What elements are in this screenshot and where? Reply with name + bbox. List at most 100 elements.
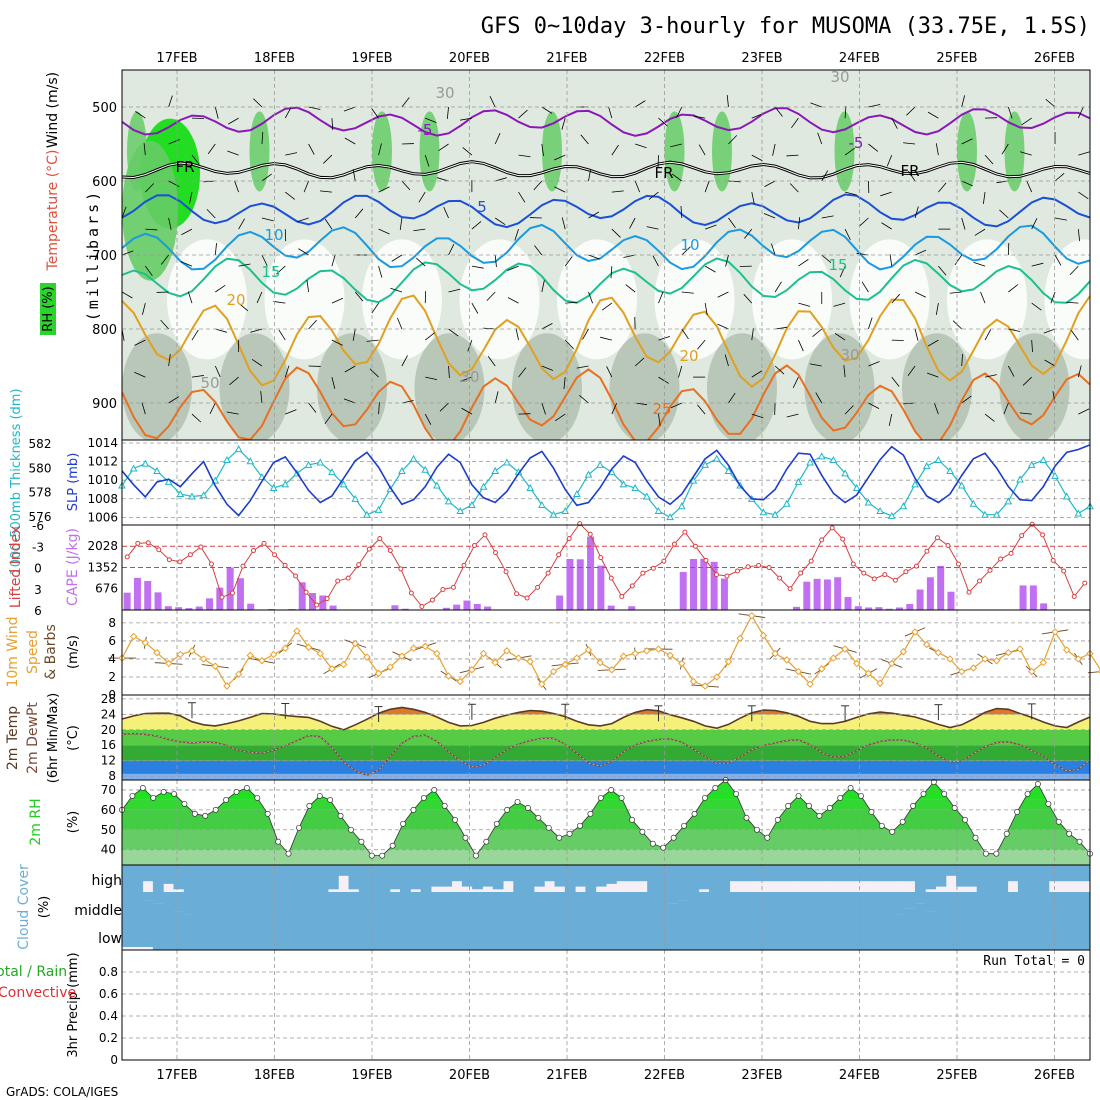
- cloud-fill-bar: [894, 914, 906, 920]
- cloud-high-bar: [987, 865, 998, 892]
- wind-barb: [366, 339, 379, 342]
- cloud-fill-bar: [884, 892, 895, 920]
- wind-barb: [961, 138, 973, 145]
- wind-barb-10m: [1087, 671, 1100, 674]
- precip-tick-label: 0.8: [99, 965, 118, 979]
- wind-speed-point: [538, 680, 546, 688]
- contour-label: FR: [900, 162, 919, 180]
- rh-point: [472, 852, 479, 859]
- cloud-fill-bar: [781, 920, 792, 950]
- cloud-high-bar: [935, 865, 947, 887]
- cloud-fill-bar: [173, 911, 185, 920]
- wind-barb: [401, 355, 408, 367]
- lifted-index-point: [966, 589, 972, 595]
- cloud-level-label: high: [91, 873, 122, 889]
- cloud-high-bar: [708, 865, 720, 892]
- cloud-high-bar: [461, 865, 473, 887]
- cape-bar: [175, 607, 183, 610]
- wind-barb: [344, 137, 356, 145]
- cloud-fill-bar: [1028, 892, 1040, 920]
- cloud-fill-bar: [935, 892, 947, 920]
- rh-point: [327, 796, 334, 803]
- wind-barb: [331, 118, 334, 131]
- wind-barb: [489, 96, 496, 108]
- wind-barb: [809, 363, 822, 367]
- lifted-index-point: [650, 565, 656, 571]
- rh-point: [878, 822, 885, 829]
- cape-bar: [947, 591, 955, 610]
- cloud-fill-bar: [925, 920, 937, 950]
- rh-point: [993, 850, 1000, 857]
- cloud-fill-bar: [224, 920, 236, 950]
- wind-barb: [1003, 402, 1009, 415]
- slp-tick-label: 1012: [87, 455, 118, 469]
- thickness-point: [619, 480, 628, 488]
- contour-label: 20: [679, 347, 698, 365]
- temperature-line: [121, 706, 1091, 731]
- wind-barb: [226, 411, 239, 415]
- cloud-fill-bar: [750, 892, 761, 920]
- isotherm-line: [122, 223, 1090, 271]
- wind-barb: [354, 208, 364, 219]
- wind-barb: [623, 254, 636, 258]
- wind-speed-point: [643, 647, 651, 655]
- cloud-middle-bar: [173, 892, 185, 912]
- wind-speed-point: [293, 627, 301, 635]
- cloud-fill-bar: [729, 892, 741, 920]
- rh-tick-label: 60: [101, 803, 116, 817]
- wind-barb: [1031, 218, 1038, 230]
- cloud-high-bar: [770, 865, 782, 882]
- wind-speed-point: [503, 647, 511, 655]
- cloud-fill-bar: [317, 920, 329, 950]
- wind-barb: [984, 374, 997, 378]
- rh-moist-area: [999, 333, 1070, 440]
- rh-point: [764, 834, 771, 841]
- rh-moist-area: [609, 333, 680, 440]
- rh-high-area: [1004, 111, 1025, 192]
- wind-speed-point: [468, 666, 476, 674]
- rh-high-area: [957, 111, 977, 192]
- wind-barb: [772, 143, 776, 156]
- thickness-point: [246, 457, 255, 465]
- wind-speed-point: [1027, 667, 1036, 676]
- wind-barb: [798, 217, 801, 230]
- cloud-high-bar: [224, 865, 236, 892]
- wind-barb: [1078, 191, 1089, 200]
- cloud-fill-bar: [245, 892, 257, 920]
- cloud-fill-bar: [317, 892, 329, 920]
- lifted-index-point: [945, 543, 951, 549]
- wind-barb: [168, 396, 180, 404]
- wind-barb: [555, 413, 566, 422]
- wind-speed-point: [211, 662, 220, 670]
- wind-barb: [331, 254, 336, 267]
- rh-point: [847, 785, 854, 791]
- wind-speed-point: [666, 651, 674, 660]
- wind-barb: [725, 254, 729, 267]
- cloud-fill-bar: [585, 892, 597, 920]
- lifted-index-point: [661, 558, 667, 564]
- lifted-index-point: [735, 568, 741, 574]
- temp-tick-label: 28: [101, 692, 116, 706]
- wind-speed-point: [864, 669, 873, 678]
- cloud-high-bar: [997, 865, 1009, 892]
- rh-moist-area: [219, 333, 290, 440]
- lifted-index-point: [1050, 557, 1056, 563]
- cloud-high-bar: [945, 865, 957, 876]
- wind-barb: [1070, 330, 1079, 341]
- thickness-point: [573, 490, 581, 498]
- wind-barb: [378, 402, 380, 415]
- wind-barb: [658, 291, 664, 304]
- wind-barb: [401, 180, 411, 191]
- thickness-point: [957, 481, 966, 489]
- cape-bar: [597, 565, 605, 610]
- precip-convective-label: Convective: [0, 985, 76, 1001]
- wind-barb: [354, 291, 364, 302]
- wind-barb: [561, 117, 566, 130]
- wind-barb: [324, 413, 333, 425]
- cloud-high-bar: [842, 865, 854, 882]
- wind-barb: [160, 254, 169, 265]
- wind-speed-point: [281, 644, 289, 652]
- wind-barb: [728, 392, 736, 404]
- wind-barb: [323, 154, 333, 164]
- lifted-index-point: [356, 562, 362, 568]
